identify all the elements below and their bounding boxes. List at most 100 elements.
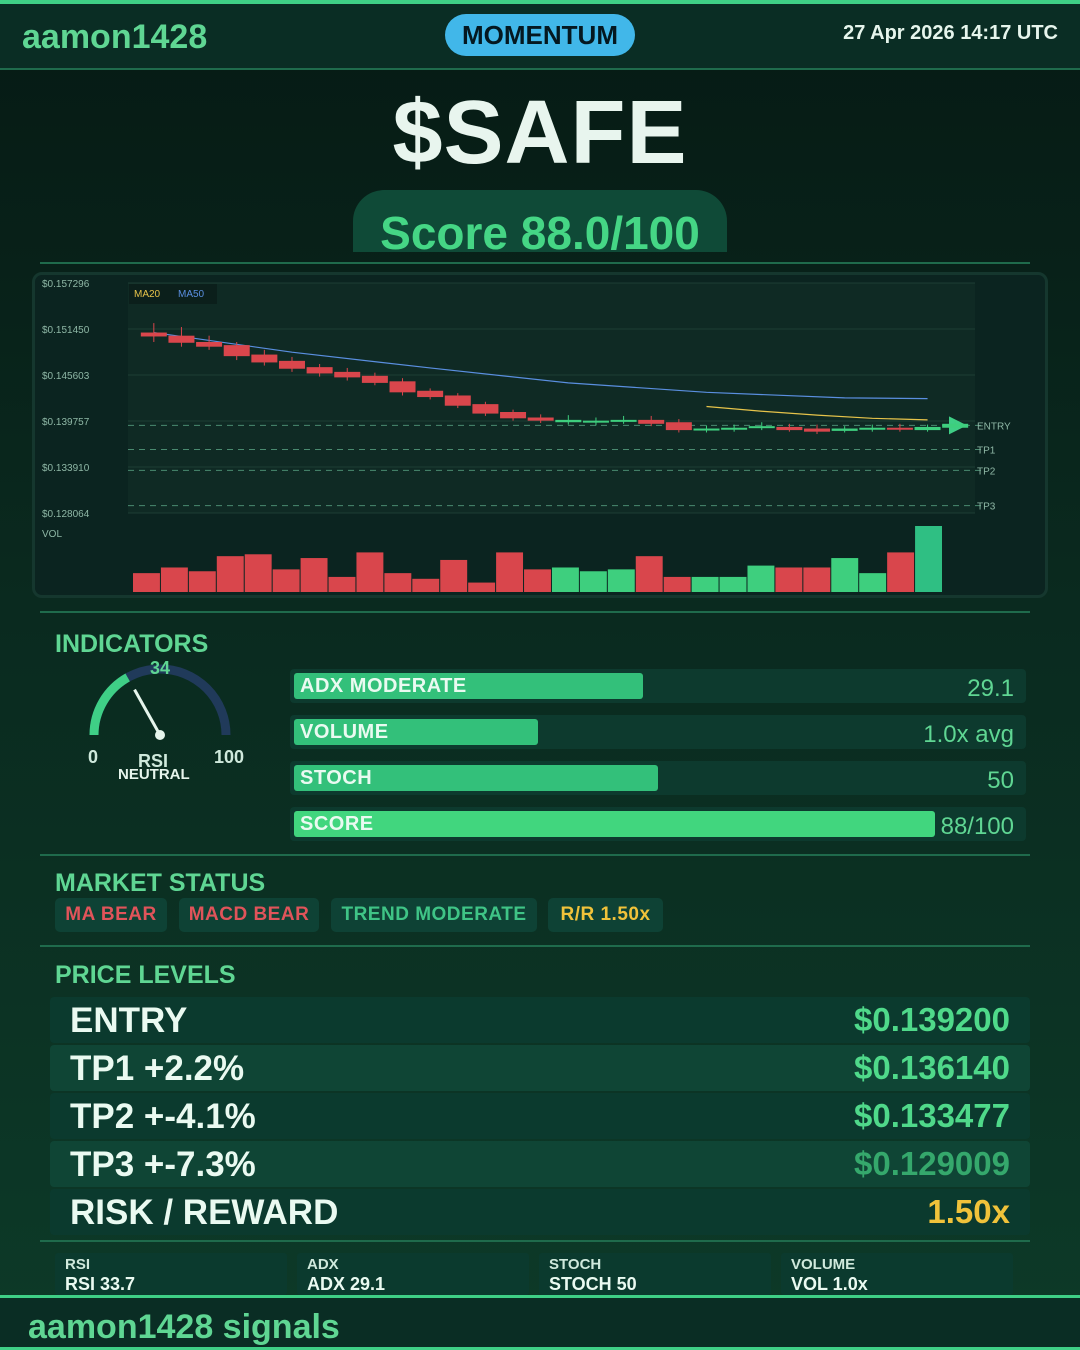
rsi-gauge-arc: 34 0 100 RSI NEUTRAL [88,658,244,783]
candle-body [776,426,803,431]
y-tick-label: $0.133910 [42,463,90,474]
stat-title: STOCH [549,1256,602,1273]
divider [40,1240,1030,1242]
ma20-line [706,405,928,421]
price-level-tp3: TP3 +-7.3% $0.129009 [50,1141,1030,1187]
score-text: Score 88.0/100 [380,207,700,252]
volume-bar [859,573,887,592]
indicator-bar-value: 29.1 [967,675,1014,702]
volume-bar [803,567,831,592]
volume-bar [216,556,244,592]
price-level-value: $0.133477 [854,1097,1010,1134]
volume-bar [188,571,216,592]
status-chip-macd[interactable]: MACD BEAR [179,898,319,932]
score-pill: Score 88.0/100 [353,190,727,252]
y-tick-label: $0.157296 [42,279,90,290]
volume-bar [300,558,328,592]
gauge-pivot [155,730,165,740]
volume-bar [412,578,440,592]
level-tag-tp1: TP1 [977,445,996,456]
candle-body [306,367,333,374]
price-level-tp1: TP1 +2.2% $0.136140 [50,1045,1030,1091]
volume-bar [160,567,188,592]
stat-value: RSI 33.7 [65,1274,136,1294]
candle-body [168,335,195,343]
candle-body [140,332,167,337]
volume-bar [133,573,160,592]
candle-body [914,426,941,431]
stat-card-volume: VOLUME VOL 1.0x [781,1253,1013,1295]
price-levels-title: PRICE LEVELS [55,961,236,989]
volume-bar [775,567,803,592]
volume-bar [440,559,468,592]
volume-bar [496,552,524,592]
stat-title: RSI [65,1256,91,1273]
candle-body [361,375,388,383]
divider [40,945,1030,947]
price-level-value: $0.139200 [854,1001,1010,1038]
y-tick-label: $0.139757 [42,417,90,428]
stat-title: ADX [307,1256,339,1273]
candle-body [859,427,886,430]
indicator-bar-label: VOLUME [300,721,389,743]
indicators-title: INDICATORS [55,630,209,658]
timestamp: 27 Apr 2026 14:17 UTC [843,22,1058,44]
header-bar: aamon1428 MOMENTUM 27 Apr 2026 14:17 UTC [0,4,1080,70]
volume-bar [272,569,300,592]
indicator-bar-value: 50 [987,767,1014,794]
legend-ma50: MA50 [178,289,205,300]
candle-body [334,371,361,378]
candle-body [500,412,527,419]
price-level-value: $0.136140 [854,1049,1010,1086]
legend-ma20: MA20 [134,289,161,300]
volume-label: VOL [42,529,62,540]
divider [40,611,1030,613]
candle-body [417,390,444,398]
indicator-bar-score: SCORE 88/100 [290,807,1026,841]
indicator-bar-label: ADX MODERATE [300,675,467,697]
stat-value: VOL 1.0x [791,1274,868,1294]
stat-card-stoch: STOCH STOCH 50 [539,1253,771,1295]
price-level-label: TP1 +2.2% [70,1049,245,1088]
divider [40,262,1030,264]
candle-body [886,427,913,430]
indicator-bar-fill [294,811,935,837]
indicator-bar-label: STOCH [300,767,373,789]
volume-bar [747,565,775,592]
volume-bar [384,573,412,592]
status-chip-ma[interactable]: MA BEAR [55,898,167,932]
price-chart-panel[interactable]: $0.157296 $0.151450 $0.145603 $0.139757 $0.1… [32,272,1048,598]
status-chip-trend[interactable]: TREND MODERATE [331,898,537,932]
gauge-track [89,664,231,736]
top-accent-line [0,0,1080,4]
stat-value: ADX 29.1 [307,1274,386,1294]
volume-bar [915,526,942,592]
candle-body [582,420,609,423]
stat-card-rsi: RSI RSI 33.7 [55,1253,287,1295]
price-level-label: RISK / REWARD [70,1193,339,1232]
candle-body [693,428,720,431]
candle-body [223,345,250,357]
price-level-tp2: TP2 +-4.1% $0.133477 [50,1093,1030,1139]
status-chip-rr[interactable]: R/R 1.50x [548,898,663,932]
gauge-fill [89,673,130,736]
y-tick-label: $0.151450 [42,325,90,336]
stat-card-adx: ADX ADX 29.1 [297,1253,529,1295]
strategy-badge[interactable]: MOMENTUM [445,14,635,56]
indicator-bar-fill [294,719,538,745]
candlestick-chart[interactable]: $0.157296 $0.151450 $0.145603 $0.139757 $0.1… [35,275,1045,595]
indicator-bar-value: 1.0x avg [923,721,1014,748]
volume-bar [356,552,384,592]
indicator-bar-value: 88/100 [940,813,1014,840]
indicator-bar-fill [294,765,658,791]
footer-bar: aamon1428 signals [0,1295,1080,1350]
candle-body [555,419,582,423]
indicator-bar-fill [294,673,644,699]
level-tag-entry: ENTRY [977,421,1011,432]
rsi-gauge-max: 100 [214,747,244,767]
divider [40,854,1030,856]
price-level-value: $0.129009 [854,1145,1010,1182]
volume-bar [887,552,915,592]
volume-bar [579,571,607,592]
candle-body [665,422,692,431]
